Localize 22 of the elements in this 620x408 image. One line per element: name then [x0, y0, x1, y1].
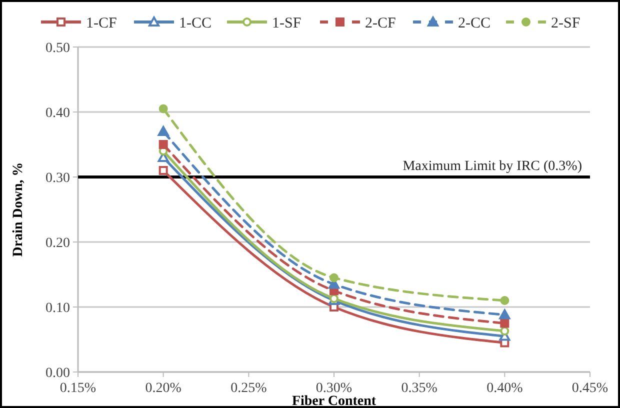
x-tick-label: 0.25%	[230, 381, 268, 396]
legend-label: 1-CF	[86, 15, 117, 32]
legend-label: 1-CC	[179, 15, 212, 32]
x-tick-label: 0.40%	[486, 381, 524, 396]
legend-label: 1-SF	[272, 15, 302, 32]
legend-label: 2-CC	[458, 15, 491, 32]
x-tick-label: 0.45%	[572, 381, 608, 396]
x-tick-label: 0.35%	[401, 381, 438, 396]
legend-label: 2-CF	[365, 15, 396, 32]
legend-label: 2-SF	[551, 15, 580, 32]
x-tick-label: 0.30%	[316, 381, 352, 396]
y-axis-title: Drain Down, %	[11, 162, 26, 257]
x-axis-title: Fiber Content	[292, 394, 376, 408]
y-tick-label: 0.10	[46, 300, 70, 316]
y-tick-label: 0.30	[46, 170, 70, 186]
y-tick-label: 0.00	[46, 366, 70, 381]
ref-line-label: Maximum Limit by IRC (0.3%)	[402, 159, 582, 174]
y-tick-label: 0.40	[46, 106, 70, 121]
x-tick-label: 0.15%	[60, 381, 96, 396]
x-tick-label: 0.20%	[145, 381, 182, 396]
y-tick-label: 0.20	[46, 236, 70, 251]
y-tick-label: 0.50	[46, 40, 70, 56]
